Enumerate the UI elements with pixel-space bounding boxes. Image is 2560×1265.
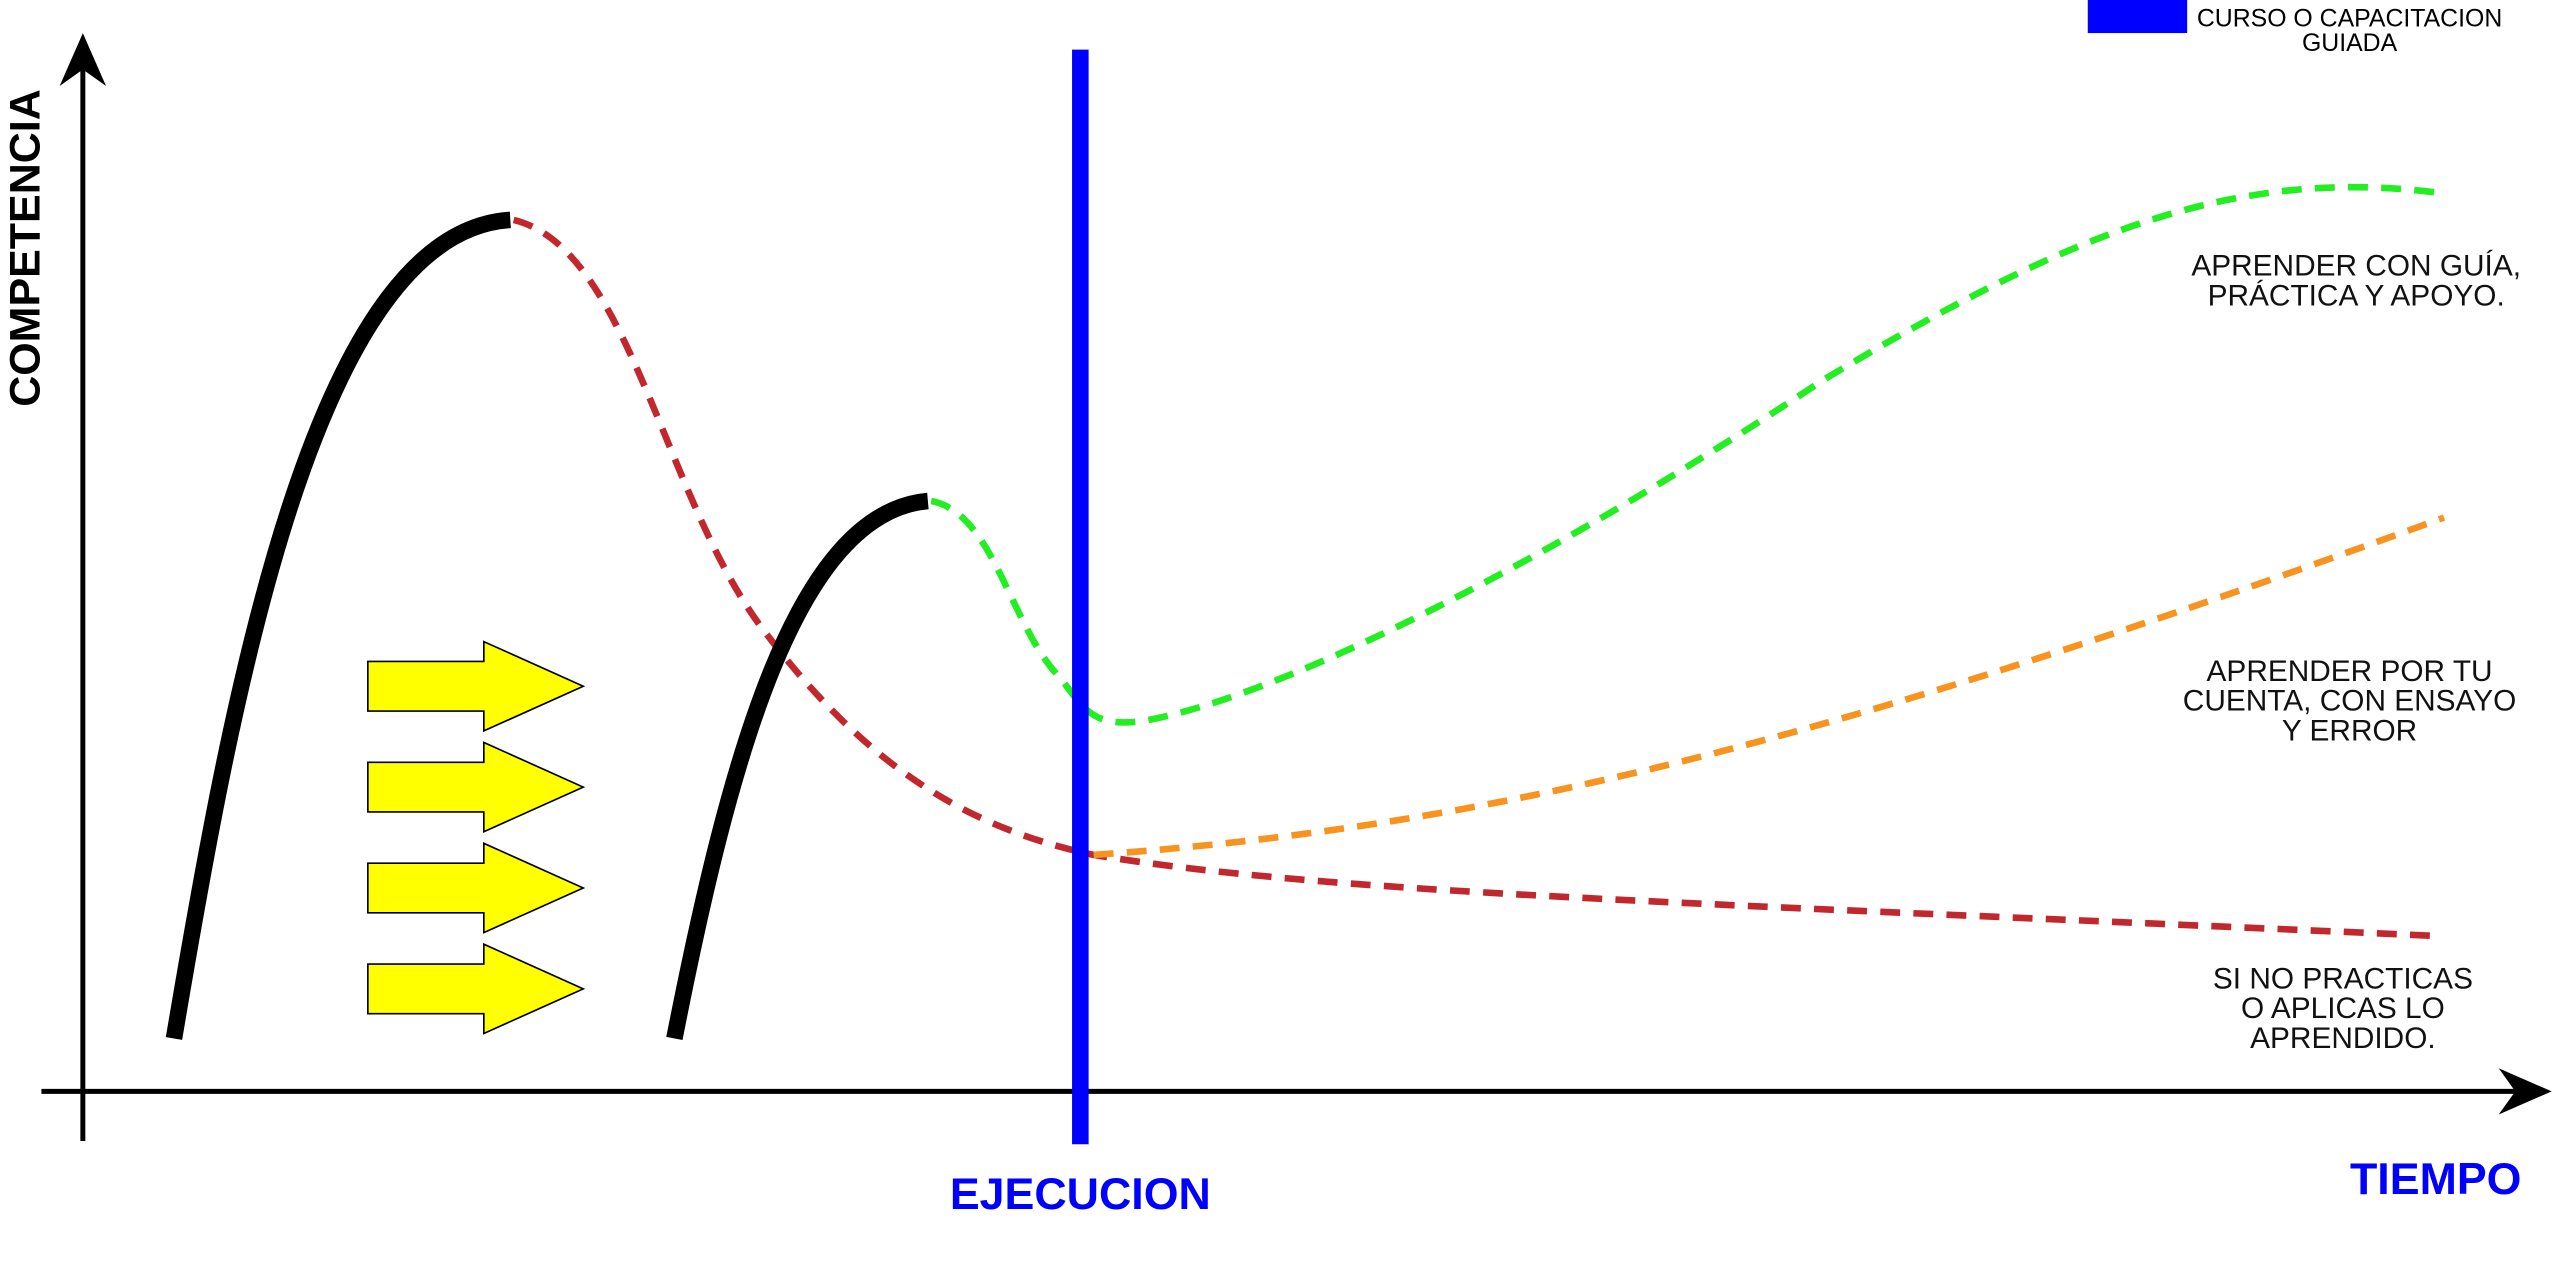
arrow — [367, 741, 586, 834]
x-axis-label: TIEMPO — [2350, 1155, 2521, 1204]
learning-curve-2 — [666, 492, 929, 1041]
arrow — [367, 942, 586, 1035]
arrow — [367, 842, 586, 934]
curve-label: CUENTA, CON ENSAYO — [2183, 685, 2516, 718]
x-axis-arrow — [2498, 1068, 2552, 1115]
curve-label: O APLICAS LO — [2241, 992, 2445, 1025]
legend-label: GUIADA — [2302, 30, 2398, 57]
curve-label: APRENDIDO. — [2250, 1022, 2436, 1055]
curve-label: PRÁCTICA Y APOYO. — [2208, 280, 2505, 313]
legend-swatch — [2087, 0, 2188, 34]
arrow — [367, 640, 586, 733]
self-learning-curve — [1093, 514, 2446, 859]
curve-label: SI NO PRACTICAS — [2213, 962, 2473, 995]
guided-curve — [930, 183, 2445, 726]
no-practice-curve — [512, 216, 2436, 940]
curve-label: Y ERROR — [2282, 714, 2417, 747]
y-axis-label: COMPETENCIA — [2, 89, 50, 407]
arrows — [367, 640, 586, 1035]
curve-label: APRENDER POR TU — [2207, 655, 2493, 688]
learning-curve-1 — [165, 211, 511, 1040]
y-axis-arrow — [59, 33, 107, 86]
curve-label: APRENDER CON GUÍA, — [2191, 250, 2521, 283]
legend-label: CURSO O CAPACITACION — [2197, 5, 2502, 32]
execution-label: EJECUCION — [950, 1170, 1211, 1219]
